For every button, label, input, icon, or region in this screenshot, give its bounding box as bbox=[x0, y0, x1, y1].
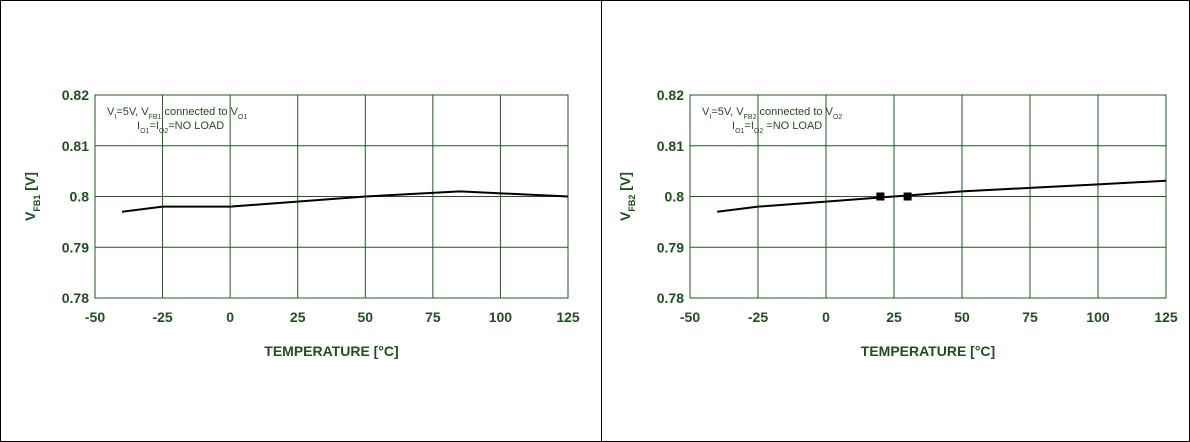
series-line bbox=[717, 179, 1167, 213]
x-tick-label: -25 bbox=[748, 309, 768, 325]
y-tick-label: 0.82 bbox=[657, 87, 684, 103]
y-tick-label: 0.78 bbox=[62, 290, 89, 306]
chart-vfb1-vs-temperature: -50 -25 0 25 50 75 100 125 0.78 0.79 0.8 0.81 0.82 TE… bbox=[22, 87, 580, 359]
y-tick-label: 0.8 bbox=[70, 189, 90, 205]
y-axis-title: VFB1 [V] bbox=[22, 172, 42, 221]
y-tick-label: 0.81 bbox=[62, 138, 89, 154]
x-tick-label: 125 bbox=[556, 309, 580, 325]
plot-area bbox=[689, 94, 1167, 299]
x-tick-label: 75 bbox=[1022, 309, 1038, 325]
x-tick-label: 50 bbox=[954, 309, 970, 325]
x-tick-label: 50 bbox=[357, 309, 373, 325]
x-tick-label: 0 bbox=[226, 309, 234, 325]
y-tick-label: 0.79 bbox=[62, 239, 89, 255]
x-tick-label: -25 bbox=[152, 309, 172, 325]
x-axis-title: TEMPERATURE [°C] bbox=[264, 343, 398, 359]
annotation-line-1: VI=5V, VFB2 connected to VO2 bbox=[702, 106, 842, 121]
x-tick-label: 100 bbox=[489, 309, 513, 325]
y-tick-label: 0.79 bbox=[657, 239, 684, 255]
x-tick-label: 25 bbox=[290, 309, 306, 325]
data-point-marker bbox=[876, 192, 885, 201]
y-tick-label: 0.81 bbox=[657, 138, 684, 154]
x-tick-label: -50 bbox=[680, 309, 700, 325]
x-tick-label: 75 bbox=[425, 309, 441, 325]
y-tick-label: 0.78 bbox=[657, 290, 684, 306]
annotation-line-1: VI=5V, VFB1 connected to VO1 bbox=[107, 106, 247, 121]
series-line bbox=[121, 190, 569, 213]
x-tick-label: 25 bbox=[886, 309, 902, 325]
data-point-marker bbox=[903, 192, 912, 201]
annotation-line-2: IO1=IO2=NO LOAD bbox=[137, 120, 224, 135]
annotation-line-2: IO1=IO2 =NO LOAD bbox=[732, 120, 822, 135]
y-tick-label: 0.8 bbox=[665, 189, 685, 205]
y-axis-title: VFB2 [V] bbox=[617, 172, 637, 221]
x-tick-label: 125 bbox=[1154, 309, 1178, 325]
x-tick-label: -50 bbox=[85, 309, 105, 325]
x-tick-label: 0 bbox=[822, 309, 830, 325]
x-tick-label: 100 bbox=[1086, 309, 1110, 325]
x-axis-title: TEMPERATURE [°C] bbox=[861, 343, 995, 359]
chart-vfb2-vs-temperature: -50 -25 0 25 50 75 100 125 0.78 0.79 0.8 0.81 0.82 TE… bbox=[617, 87, 1178, 359]
y-tick-label: 0.82 bbox=[62, 87, 89, 103]
